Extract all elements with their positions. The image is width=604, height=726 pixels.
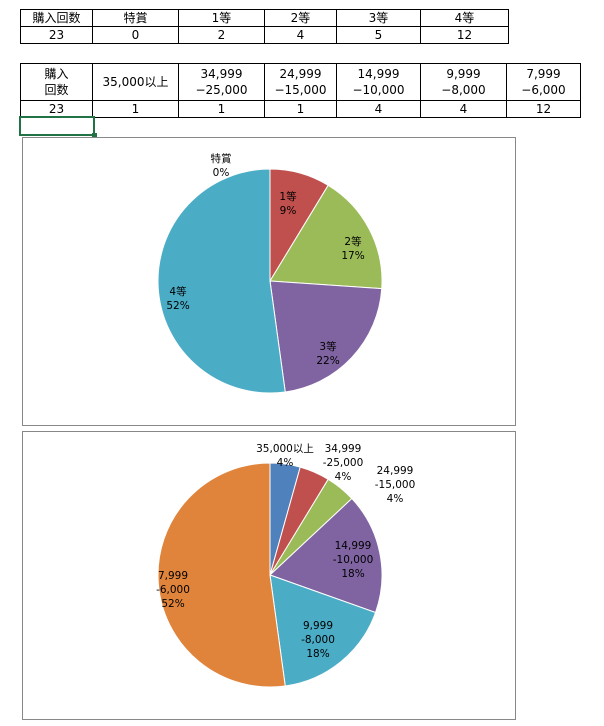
header-line: 35,000以上: [102, 75, 169, 89]
data-label-line: 17%: [341, 250, 364, 262]
header-cell[interactable]: 1等: [178, 9, 265, 27]
pie-slice[interactable]: [269, 497, 383, 614]
data-label-line: 4%: [335, 471, 352, 483]
amount-range-table: 購入 回数 35,000以上 34,999 −25,000 24,999 −15,000 14…: [20, 63, 581, 118]
data-label-line: 4等: [169, 285, 187, 298]
data-label: 35,000以上 4%: [256, 443, 314, 469]
data-label-line: 35,000以上: [256, 443, 314, 455]
data-label-line: 18%: [341, 568, 364, 580]
header-line: −10,000: [352, 83, 405, 97]
header-cell[interactable]: 9,999 −8,000: [420, 63, 507, 101]
data-label-line: 4%: [387, 493, 404, 505]
header-line: −15,000: [274, 83, 327, 97]
data-label-line: 0%: [213, 167, 230, 179]
data-label-line: -15,000: [375, 479, 416, 491]
header-line: −25,000: [195, 83, 248, 97]
data-label: 3等 22%: [316, 340, 339, 367]
data-label: 7,999 -6,000 52%: [156, 570, 190, 610]
data-label-line: -8,000: [301, 634, 335, 646]
value-cell[interactable]: 1: [264, 100, 337, 118]
value-cell[interactable]: 1: [92, 100, 179, 118]
header-cell[interactable]: 35,000以上: [92, 63, 179, 101]
pie-slice[interactable]: [269, 184, 383, 290]
data-label: 1等 9%: [279, 190, 297, 217]
header-cell[interactable]: 24,999 −15,000: [264, 63, 337, 101]
header-line: 34,999: [200, 67, 243, 81]
data-label: 2等 17%: [341, 235, 364, 262]
header-line: 9,999: [446, 67, 481, 81]
data-label-line: 7,999: [158, 570, 188, 582]
selected-cell[interactable]: [19, 116, 97, 138]
data-label-line: 2等: [344, 235, 362, 248]
header-line: 回数: [44, 83, 69, 97]
value-cell[interactable]: 23: [20, 26, 93, 44]
data-label-line: -10,000: [333, 554, 374, 566]
data-label-line: 52%: [161, 598, 184, 610]
header-line: 14,999: [357, 67, 400, 81]
data-label-line: 特賞: [211, 152, 232, 165]
data-label-line: 4%: [277, 457, 294, 469]
value-cell[interactable]: 4: [420, 100, 507, 118]
pie-slice[interactable]: [269, 574, 377, 687]
data-label: 34,999 -25,000 4%: [323, 443, 364, 483]
value-cell[interactable]: 5: [336, 26, 421, 44]
pie-slice[interactable]: [269, 280, 383, 393]
data-label: 4等 52%: [166, 285, 189, 312]
prize-pie-chart[interactable]: 特賞 0% 1等 9% 2等 17% 3等 22% 4等 52%: [22, 137, 516, 426]
data-label-line: 9,999: [303, 620, 333, 632]
data-label-line: 9%: [280, 205, 297, 217]
data-label-line: 52%: [166, 300, 189, 312]
pie-slice[interactable]: [157, 168, 286, 394]
header-cell[interactable]: 14,999 −10,000: [336, 63, 421, 101]
header-cell[interactable]: 2等: [264, 9, 337, 27]
header-cell[interactable]: 7,999 −6,000: [506, 63, 581, 101]
header-line: 購入: [44, 67, 69, 81]
data-label-line: -25,000: [323, 457, 364, 469]
header-cell[interactable]: 3等: [336, 9, 421, 27]
data-label-line: 24,999: [377, 465, 414, 477]
value-cell[interactable]: 2: [178, 26, 265, 44]
header-cell[interactable]: 購入回数: [20, 9, 93, 27]
data-label-line: 1等: [279, 190, 297, 203]
header-line: 24,999: [279, 67, 322, 81]
header-line: −8,000: [441, 83, 486, 97]
data-label-line: -6,000: [156, 584, 190, 596]
data-label: 24,999 -15,000 4%: [375, 465, 416, 505]
header-cell[interactable]: 購入回数: [20, 63, 93, 101]
header-cell[interactable]: 4等: [420, 9, 509, 27]
data-label-line: 14,999: [335, 540, 372, 552]
value-cell[interactable]: 0: [92, 26, 179, 44]
value-cell[interactable]: 12: [506, 100, 581, 118]
pie-slice[interactable]: [157, 462, 286, 688]
data-label: 特賞 0%: [211, 152, 232, 179]
data-label: 9,999 -8,000 18%: [301, 620, 335, 660]
value-cell[interactable]: 23: [20, 100, 93, 118]
header-line: −6,000: [521, 83, 566, 97]
data-label-line: 18%: [306, 648, 329, 660]
header-cell[interactable]: 34,999 −25,000: [178, 63, 265, 101]
data-label: 14,999 -10,000 18%: [333, 540, 374, 580]
amount-pie-chart[interactable]: 35,000以上 4% 34,999 -25,000 4% 24,999 -15,000 4%…: [22, 431, 516, 720]
value-cell[interactable]: 4: [264, 26, 337, 44]
header-line: 7,999: [526, 67, 561, 81]
data-label-line: 22%: [316, 355, 339, 367]
value-cell[interactable]: 1: [178, 100, 265, 118]
prize-count-table: 購入回数 特賞 1等 2等 3等 4等 23 0 2 4 5 12: [20, 9, 509, 44]
header-cell[interactable]: 特賞: [92, 9, 179, 27]
data-label-line: 3等: [319, 340, 337, 353]
value-cell[interactable]: 12: [420, 26, 509, 44]
data-label-line: 34,999: [325, 443, 362, 455]
value-cell[interactable]: 4: [336, 100, 421, 118]
